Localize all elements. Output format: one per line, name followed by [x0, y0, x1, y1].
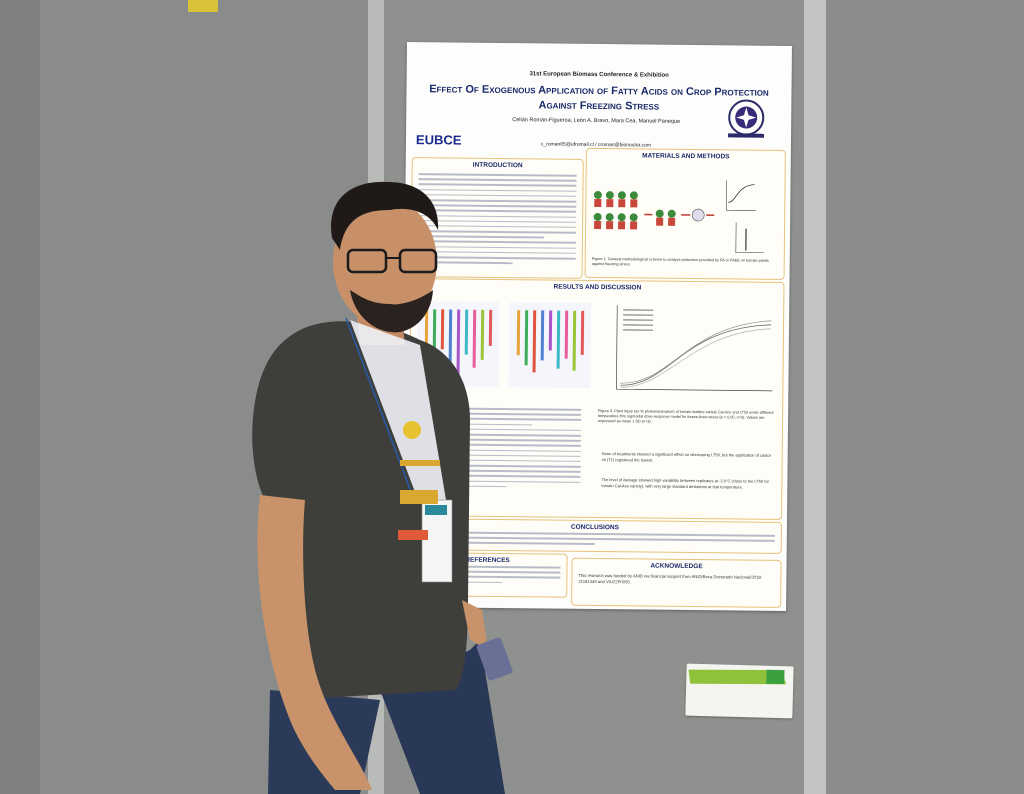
results-text-2: The level of damage showed high variabil…	[601, 477, 770, 490]
sigmoid-curve-figure	[616, 305, 773, 392]
results-text-1: None of treatments showed a significant …	[601, 451, 772, 463]
research-poster: 31st European Biomass Conference & Exhib…	[401, 42, 792, 612]
results-section: RESULTS AND DISCUSSION Figure 3. Plant i	[408, 278, 785, 520]
eubce-logo: EUBCE	[415, 132, 462, 148]
references-title: REFERENCES	[465, 556, 510, 565]
bar-charts-figure	[416, 301, 592, 388]
references-text	[414, 565, 561, 587]
introduction-title: INTRODUCTION	[472, 161, 523, 170]
university-seal-icon	[728, 99, 765, 138]
envelope-card	[685, 663, 794, 719]
materials-methods-section: MATERIALS AND METHODS	[584, 147, 786, 280]
acknowledge-text: This research was funded by ANID via fin…	[578, 572, 763, 585]
poster-authors: Celián Román-Figueroa, León A. Bravo, Ma…	[512, 117, 681, 125]
results-title: RESULTS AND DISCUSSION	[553, 283, 642, 292]
conclusions-text	[414, 531, 775, 550]
acknowledge-title: ACKNOWLEDGE	[650, 562, 703, 571]
conclusions-section: CONCLUSIONS	[407, 518, 782, 554]
figure1-caption: Figure 1. General methodological scheme …	[591, 256, 769, 267]
envelope-stripe	[688, 669, 787, 685]
introduction-section: INTRODUCTION	[410, 157, 584, 279]
conference-name: 31st European Biomass Conference & Exhib…	[529, 71, 669, 79]
figure3-caption: Figure 3. Plant injury (as % photoinacti…	[598, 409, 774, 424]
acknowledge-section: ACKNOWLEDGE This research was funded by …	[571, 557, 782, 608]
introduction-text	[417, 173, 577, 268]
methods-diagram	[593, 180, 764, 254]
results-left-text	[415, 407, 582, 492]
poster-header: 31st European Biomass Conference & Exhib…	[406, 42, 792, 156]
references-section: REFERENCES	[407, 552, 568, 598]
